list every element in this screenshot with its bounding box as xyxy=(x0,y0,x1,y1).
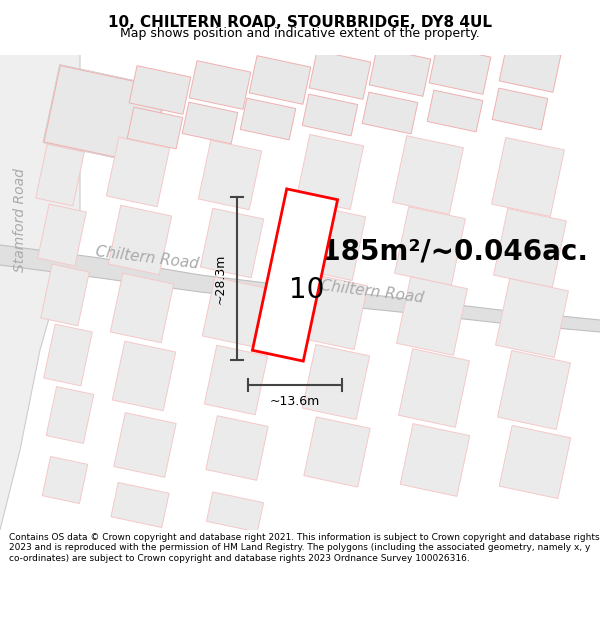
Text: Map shows position and indicative extent of the property.: Map shows position and indicative extent… xyxy=(120,27,480,39)
Polygon shape xyxy=(41,264,89,326)
Polygon shape xyxy=(491,138,565,216)
Polygon shape xyxy=(369,48,431,96)
Text: 10, CHILTERN ROAD, STOURBRIDGE, DY8 4UL: 10, CHILTERN ROAD, STOURBRIDGE, DY8 4UL xyxy=(108,16,492,31)
Polygon shape xyxy=(497,351,571,429)
Polygon shape xyxy=(114,412,176,478)
Polygon shape xyxy=(43,64,167,166)
Text: ~13.6m: ~13.6m xyxy=(270,395,320,408)
Polygon shape xyxy=(249,56,311,104)
Polygon shape xyxy=(44,324,92,386)
Polygon shape xyxy=(205,345,268,415)
Text: Stamford Road: Stamford Road xyxy=(13,168,27,272)
Polygon shape xyxy=(253,189,338,361)
Polygon shape xyxy=(110,273,173,342)
Polygon shape xyxy=(112,341,176,411)
Polygon shape xyxy=(206,492,263,532)
Polygon shape xyxy=(42,456,88,504)
Polygon shape xyxy=(129,66,191,114)
Polygon shape xyxy=(397,277,467,355)
Polygon shape xyxy=(199,140,262,210)
Polygon shape xyxy=(499,426,571,499)
Polygon shape xyxy=(492,88,548,130)
Text: Chiltern Road: Chiltern Road xyxy=(320,278,425,306)
Polygon shape xyxy=(400,424,470,496)
Polygon shape xyxy=(309,51,371,99)
Polygon shape xyxy=(46,387,94,443)
Polygon shape xyxy=(496,279,568,358)
Polygon shape xyxy=(398,349,469,428)
Text: Contains OS data © Crown copyright and database right 2021. This information is : Contains OS data © Crown copyright and d… xyxy=(9,533,599,562)
Polygon shape xyxy=(427,90,483,132)
Polygon shape xyxy=(395,207,466,285)
Polygon shape xyxy=(0,55,80,530)
Text: ~28.3m: ~28.3m xyxy=(214,253,227,304)
Polygon shape xyxy=(499,44,561,92)
Polygon shape xyxy=(106,138,170,207)
Polygon shape xyxy=(182,102,238,144)
Polygon shape xyxy=(304,417,370,487)
Polygon shape xyxy=(296,134,364,209)
Text: ~185m²/~0.046ac.: ~185m²/~0.046ac. xyxy=(298,238,588,266)
Text: Chiltern Road: Chiltern Road xyxy=(95,244,200,272)
Polygon shape xyxy=(200,208,263,278)
Polygon shape xyxy=(38,204,86,266)
Polygon shape xyxy=(111,482,169,528)
Polygon shape xyxy=(127,107,183,149)
Polygon shape xyxy=(240,98,296,140)
Polygon shape xyxy=(44,66,166,164)
Polygon shape xyxy=(202,278,266,347)
Polygon shape xyxy=(35,144,85,206)
Polygon shape xyxy=(392,136,463,214)
Polygon shape xyxy=(109,205,172,275)
Text: 10: 10 xyxy=(289,276,325,304)
Polygon shape xyxy=(302,94,358,136)
Polygon shape xyxy=(298,206,365,281)
Polygon shape xyxy=(206,416,268,480)
Polygon shape xyxy=(429,46,491,94)
Polygon shape xyxy=(362,92,418,134)
Polygon shape xyxy=(301,274,368,349)
Polygon shape xyxy=(0,245,600,332)
Polygon shape xyxy=(494,209,566,288)
Polygon shape xyxy=(189,61,251,109)
Polygon shape xyxy=(302,344,370,419)
